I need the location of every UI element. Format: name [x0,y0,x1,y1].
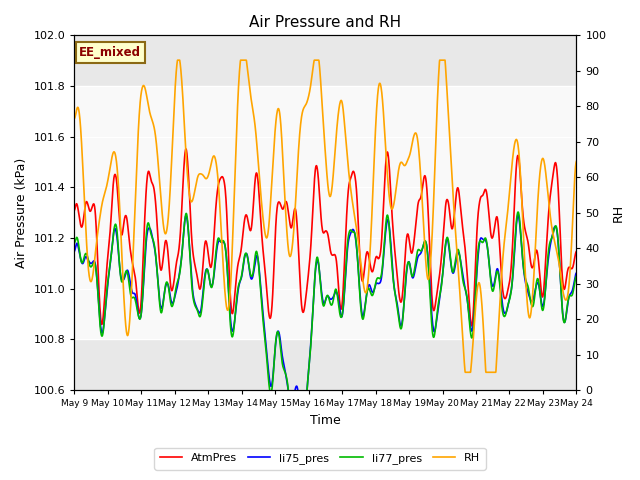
li77_pres [543,273,550,279]
li75_pres [340,300,348,306]
li75_pres [70,249,78,254]
Title: Air Pressure and RH: Air Pressure and RH [250,15,401,30]
Line: li77_pres: li77_pres [74,212,577,435]
li75_pres [351,230,358,236]
li75_pres [529,298,536,304]
li75_pres [543,275,550,281]
li75_pres [471,300,479,305]
RH [70,116,78,121]
RH [529,294,536,300]
Line: li75_pres: li75_pres [74,216,577,427]
Line: RH: RH [74,60,577,372]
AtmPres [468,323,476,329]
AtmPres [351,171,358,177]
AtmPres [573,249,580,254]
li75_pres [573,270,580,276]
Y-axis label: RH: RH [612,204,625,222]
Legend: AtmPres, li75_pres, li77_pres, RH: AtmPres, li75_pres, li77_pres, RH [154,447,486,469]
li77_pres [299,432,307,438]
li75_pres [299,424,307,430]
li75_pres [211,269,218,275]
Y-axis label: Air Pressure (kPa): Air Pressure (kPa) [15,157,28,268]
RH [173,57,181,63]
AtmPres [182,146,190,152]
RH [351,213,358,219]
li77_pres [529,304,536,310]
RH [461,370,469,375]
li77_pres [471,299,479,305]
RH [211,154,218,159]
AtmPres [529,265,536,271]
AtmPres [340,277,348,283]
li77_pres [340,299,348,304]
li75_pres [514,213,522,218]
AtmPres [211,224,218,229]
X-axis label: Time: Time [310,414,340,427]
RH [573,158,580,164]
AtmPres [70,207,78,213]
AtmPres [543,244,550,250]
RH [472,308,479,313]
AtmPres [472,266,479,272]
li77_pres [351,230,358,236]
RH [543,176,550,182]
Line: AtmPres: AtmPres [74,149,577,326]
Bar [74,86,577,339]
li77_pres [573,273,580,279]
Text: EE_mixed: EE_mixed [79,46,141,59]
li77_pres [514,209,522,215]
li77_pres [70,240,78,246]
li77_pres [211,266,218,272]
RH [340,111,348,117]
